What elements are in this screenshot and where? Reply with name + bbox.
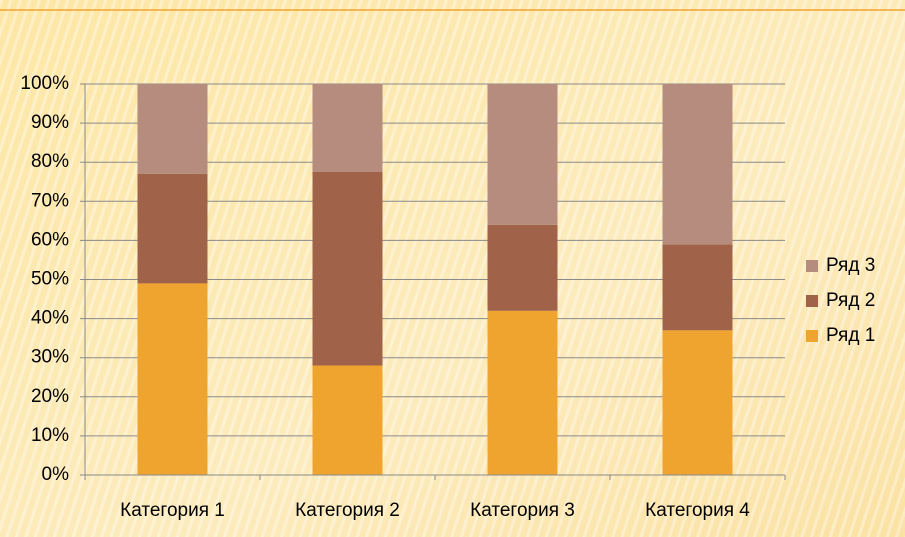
bar-segment	[662, 244, 733, 331]
bar-segment	[312, 171, 383, 366]
y-tick-label: 90%	[31, 112, 69, 133]
y-tick-label: 10%	[31, 425, 69, 446]
bar-segment	[137, 283, 208, 475]
y-tick-label: 80%	[31, 151, 69, 172]
bar-segment	[312, 84, 383, 172]
y-tick-label: 20%	[31, 386, 69, 407]
y-tick-label: 40%	[31, 308, 69, 329]
x-tick-label: Категория 3	[470, 500, 575, 521]
bar-segment	[137, 84, 208, 174]
y-tick-label: 70%	[31, 190, 69, 211]
legend-label: Ряд 2	[826, 290, 875, 311]
legend-label: Ряд 1	[826, 325, 875, 346]
legend-swatch	[806, 295, 818, 307]
legend-label: Ряд 3	[826, 255, 875, 276]
y-tick-label: 0%	[42, 464, 70, 485]
bar-segment	[487, 224, 558, 311]
y-tick-label: 60%	[31, 229, 69, 250]
bar-segment	[137, 173, 208, 284]
bar-segment	[312, 365, 383, 475]
x-tick-label: Категория 1	[120, 500, 225, 521]
legend-swatch	[806, 330, 818, 342]
x-tick-label: Категория 4	[645, 500, 750, 521]
bar-segment	[487, 310, 558, 475]
legend-swatch	[806, 260, 818, 272]
bar-segment	[662, 330, 733, 475]
bar-segment	[487, 84, 558, 225]
y-tick-label: 50%	[31, 269, 69, 290]
y-tick-label: 30%	[31, 347, 69, 368]
x-tick-label: Категория 2	[295, 500, 400, 521]
y-tick-label: 100%	[20, 73, 69, 94]
bar-segment	[662, 84, 733, 245]
